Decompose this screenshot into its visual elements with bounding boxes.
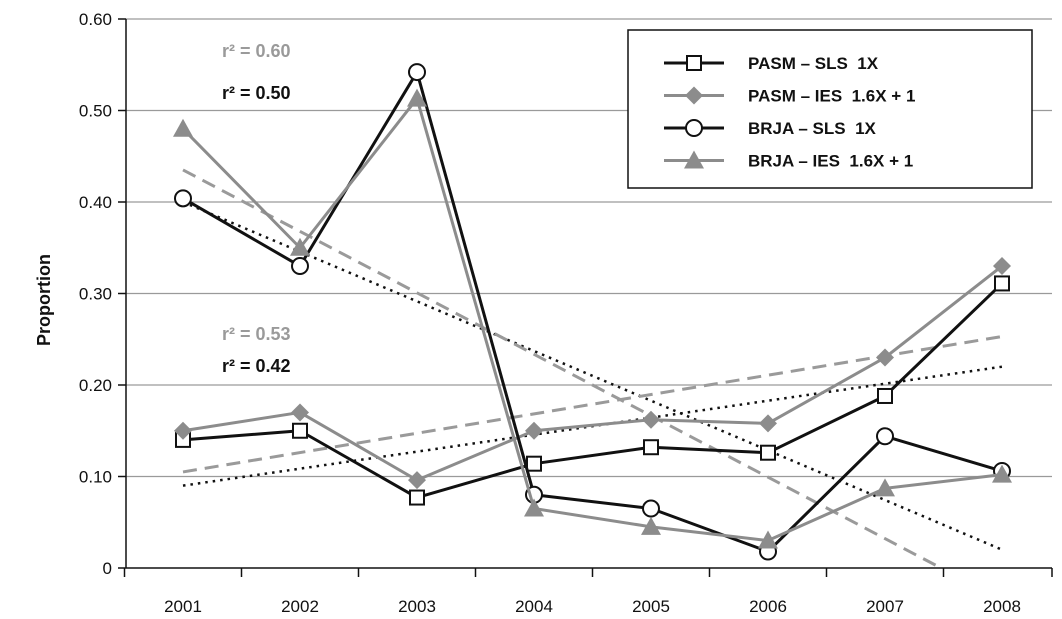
legend-label: BRJA – IES 1.6X + 1 bbox=[748, 152, 913, 171]
series-3 bbox=[174, 63, 1011, 561]
series-line bbox=[182, 264, 1003, 482]
data-point-square bbox=[760, 444, 776, 461]
trendline bbox=[182, 200, 1003, 551]
data-point-triangle bbox=[992, 464, 1012, 483]
data-point-diamond bbox=[525, 421, 543, 440]
data-point-diamond bbox=[174, 421, 192, 440]
data-point-square bbox=[686, 55, 702, 71]
y-tick-label: 0 bbox=[103, 559, 112, 578]
data-point-square bbox=[643, 439, 659, 456]
x-tick-label: 2002 bbox=[281, 597, 319, 616]
data-point-square bbox=[292, 422, 308, 439]
legend-label: BRJA – SLS 1X bbox=[748, 119, 877, 138]
data-point-square bbox=[409, 489, 425, 506]
data-point-diamond bbox=[291, 403, 309, 422]
axes: 0 0.10 0.20 0.30 0.40 0.50 0.60 2001 2002 2003 200… bbox=[79, 10, 1053, 616]
y-tick-label: 0.30 bbox=[79, 285, 112, 304]
gridlines bbox=[126, 18, 1052, 478]
series-1 bbox=[175, 275, 1010, 506]
y-tick-label: 0.50 bbox=[79, 102, 112, 121]
data-point-diamond bbox=[408, 471, 426, 490]
series-lines bbox=[173, 63, 1012, 561]
trendline bbox=[182, 168, 945, 568]
data-point-square bbox=[994, 275, 1010, 292]
trendline bbox=[182, 335, 1003, 474]
series-4 bbox=[173, 88, 1012, 549]
data-point-diamond bbox=[685, 86, 703, 105]
series-line bbox=[181, 97, 1003, 543]
r2-label-upper-gray: r² = 0.60 bbox=[222, 41, 291, 61]
data-point-triangle bbox=[875, 478, 895, 497]
x-tick-label: 2006 bbox=[749, 597, 787, 616]
data-point-triangle bbox=[758, 530, 778, 549]
legend: PASM – SLS 1X PASM – IES 1.6X + 1 BRJA – S… bbox=[627, 29, 1033, 189]
r2-label-lower-gray: r² = 0.53 bbox=[222, 324, 291, 344]
data-point-circle bbox=[174, 189, 192, 208]
data-point-diamond bbox=[993, 257, 1011, 276]
data-point-triangle bbox=[173, 118, 193, 137]
data-point-circle bbox=[642, 499, 660, 518]
data-point-circle bbox=[291, 257, 309, 276]
x-tick-label: 2005 bbox=[632, 597, 670, 616]
y-tick-label: 0.10 bbox=[79, 468, 112, 487]
legend-label: PASM – IES 1.6X + 1 bbox=[748, 87, 915, 106]
data-point-diamond bbox=[642, 410, 660, 429]
legend-label: PASM – SLS 1X bbox=[748, 54, 879, 73]
data-point-triangle bbox=[524, 498, 544, 517]
data-point-triangle bbox=[290, 237, 310, 256]
data-point-circle bbox=[408, 63, 426, 82]
data-point-circle bbox=[685, 119, 703, 137]
y-tick-label: 0.40 bbox=[79, 193, 112, 212]
r2-label-lower-black: r² = 0.42 bbox=[222, 356, 291, 376]
series-line bbox=[182, 70, 1003, 554]
series-2 bbox=[174, 257, 1011, 490]
data-point-circle bbox=[876, 427, 894, 446]
data-point-diamond bbox=[876, 348, 894, 367]
data-point-triangle bbox=[641, 516, 661, 535]
series-line bbox=[182, 282, 1004, 500]
x-tick-label: 2004 bbox=[515, 597, 553, 616]
x-tick-label: 2007 bbox=[866, 597, 904, 616]
data-point-triangle bbox=[684, 150, 704, 169]
y-tick-label: 0.20 bbox=[79, 376, 112, 395]
x-tick-label: 2001 bbox=[164, 597, 202, 616]
y-axis-title: Proportion bbox=[34, 254, 54, 346]
data-point-square bbox=[877, 387, 893, 404]
data-point-diamond bbox=[759, 414, 777, 433]
y-tick-label: 0.60 bbox=[79, 10, 112, 29]
r2-label-upper-black: r² = 0.50 bbox=[222, 83, 291, 103]
data-point-square bbox=[526, 455, 542, 472]
x-tick-label: 2003 bbox=[398, 597, 436, 616]
data-point-triangle bbox=[407, 88, 427, 107]
x-tick-label: 2008 bbox=[983, 597, 1021, 616]
